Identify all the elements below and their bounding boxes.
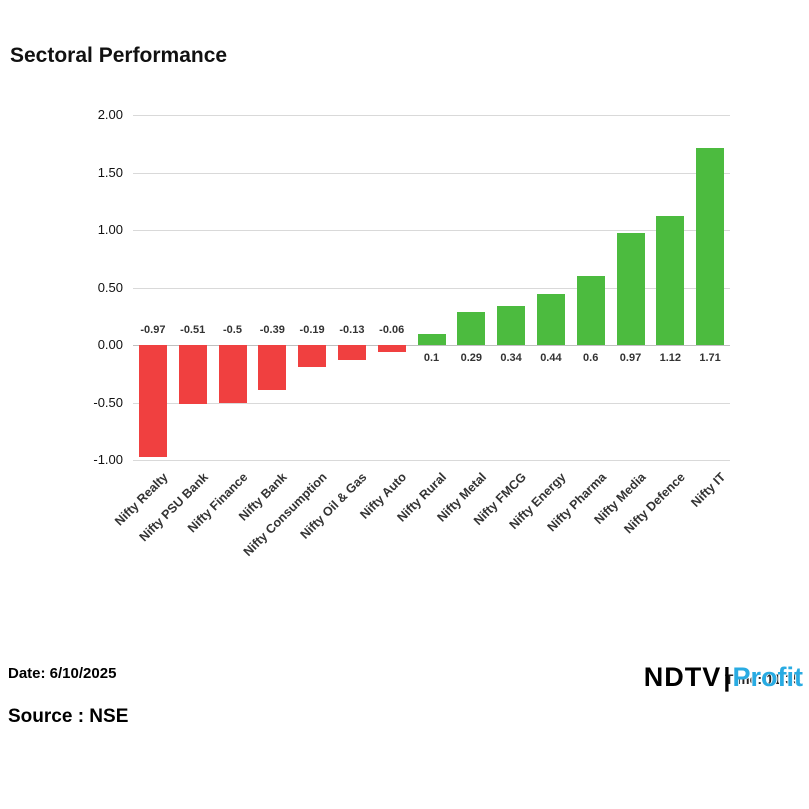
bar-nifty-fmcg xyxy=(497,305,526,345)
profit-logo-text: Profit xyxy=(732,662,804,692)
y-axis-tick-label: 1.50 xyxy=(97,164,123,180)
bar-nifty-realty xyxy=(138,345,167,457)
bar-value-label: 1.71 xyxy=(699,352,721,364)
bar-nifty-energy xyxy=(536,294,565,345)
y-axis-tick-label: 0.00 xyxy=(97,337,123,352)
brand-area: Time: 11:35 NDTV | Profit xyxy=(603,660,803,702)
bar-value-label: 0.1 xyxy=(423,352,440,364)
logo-separator: | xyxy=(723,662,731,692)
y-axis-tick-label: 1.00 xyxy=(97,222,123,237)
bar-nifty-auto xyxy=(377,345,406,352)
date-text: Date: 6/10/2025 xyxy=(8,665,117,682)
bar-nifty-oil-gas xyxy=(337,345,366,360)
bar-nifty-finance xyxy=(218,345,247,403)
bar-value-label: -0.06 xyxy=(379,324,405,336)
gridline xyxy=(133,287,730,289)
time-text: Time: 11:35 xyxy=(724,671,801,687)
bar-nifty-pharma xyxy=(576,276,605,345)
bar-nifty-metal xyxy=(457,311,486,345)
bar-nifty-bank xyxy=(258,345,287,390)
bar-value-label: 0.29 xyxy=(460,352,482,364)
bar-nifty-defence xyxy=(656,216,685,345)
y-axis-tick-label: -0.50 xyxy=(93,394,123,410)
bar-value-label: -0.51 xyxy=(180,324,206,336)
chart-title: Sectoral Performance xyxy=(10,44,228,67)
bar-value-label: 1.12 xyxy=(659,352,681,364)
bar-value-label: 0.97 xyxy=(619,352,642,364)
bar-value-label: -0.39 xyxy=(259,324,285,336)
gridline xyxy=(133,172,730,174)
bar-value-label: 0.6 xyxy=(583,352,599,364)
ndtv-logo-text: NDTV xyxy=(643,662,722,692)
x-axis-category-label: Nifty PSU Bank xyxy=(136,470,211,545)
bar-nifty-psu-bank xyxy=(178,345,207,404)
gridline xyxy=(133,230,730,231)
gridline xyxy=(133,460,730,461)
source-text: Source : NSE xyxy=(8,706,129,727)
gridline xyxy=(133,345,730,346)
x-axis-category-label: Nifty IT xyxy=(688,470,729,510)
bar-nifty-it xyxy=(696,148,725,345)
y-axis-tick-label: 2.00 xyxy=(97,107,123,122)
bar-value-label: -0.97 xyxy=(140,324,166,336)
y-axis-tick-label: 0.50 xyxy=(97,279,123,295)
ndtv-profit-logo: NDTV | Profit xyxy=(644,662,803,693)
bar-nifty-consumption xyxy=(298,345,327,367)
bar-value-label: 0.34 xyxy=(500,352,522,364)
y-axis-tick-label: -1.00 xyxy=(93,452,123,467)
bar-value-label: -0.13 xyxy=(339,324,365,336)
gridline xyxy=(133,402,730,404)
bar-value-label: 0.44 xyxy=(540,352,562,364)
gridline xyxy=(133,115,730,116)
bar-value-label: -0.5 xyxy=(223,324,242,336)
bar-value-label: -0.19 xyxy=(299,324,325,336)
bar-nifty-rural xyxy=(417,333,446,345)
bar-nifty-media xyxy=(616,233,645,345)
